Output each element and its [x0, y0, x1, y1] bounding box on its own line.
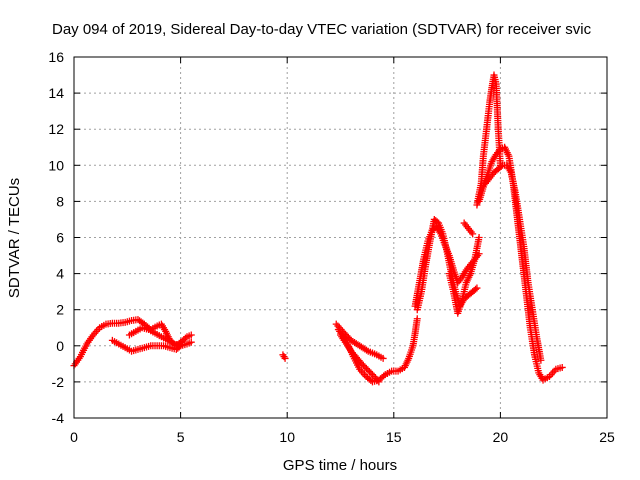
y-tick-label: 10 — [48, 157, 64, 173]
data-point-marker — [380, 372, 388, 380]
data-point-marker — [181, 334, 189, 342]
tick-labels: 0 5 10 15 20 25 -4 -2 0 2 4 6 8 10 12 14 16 — [48, 49, 615, 445]
data-point-marker — [362, 364, 370, 372]
y-tick-label: -4 — [52, 410, 65, 426]
data-point-marker — [281, 354, 289, 362]
data-point-marker — [359, 361, 367, 369]
data-point-marker — [375, 378, 383, 386]
y-axis-label: SDTVAR / TECUs — [6, 178, 23, 298]
data-point-marker — [469, 230, 477, 238]
x-tick-label: 5 — [177, 429, 185, 445]
x-tick-label: 15 — [386, 429, 402, 445]
data-point-marker — [379, 354, 387, 362]
y-tick-label: 0 — [56, 338, 64, 354]
x-tick-label: 0 — [70, 429, 78, 445]
data-point-marker — [367, 369, 375, 377]
y-tick-label: -2 — [52, 374, 65, 390]
x-axis-label: GPS time / hours — [283, 457, 397, 474]
y-tick-label: 14 — [48, 85, 64, 101]
data-point-marker — [177, 342, 185, 350]
data-point-marker — [361, 363, 369, 371]
y-tick-label: 6 — [56, 230, 64, 246]
data-point-marker — [537, 356, 545, 364]
data-point-marker — [364, 366, 372, 374]
y-tick-label: 8 — [56, 193, 64, 209]
data-point-marker — [472, 285, 480, 293]
data-point-marker — [497, 163, 505, 171]
y-tick-label: 2 — [56, 302, 64, 318]
y-tick-label: 4 — [56, 266, 64, 282]
x-tick-label: 25 — [599, 429, 615, 445]
y-tick-label: 12 — [48, 121, 64, 137]
data-point-marker — [413, 315, 421, 323]
x-tick-label: 10 — [279, 429, 295, 445]
chart-title: Day 094 of 2019, Sidereal Day-to-day VTE… — [52, 21, 592, 38]
data-point-marker — [187, 331, 195, 339]
y-tick-label: 16 — [48, 49, 64, 65]
plot-frame — [73, 56, 608, 419]
data-point-marker — [187, 338, 195, 346]
data-point-marker — [365, 368, 373, 376]
data-point-marker — [367, 377, 375, 385]
data-point-marker — [473, 284, 481, 292]
x-tick-label: 20 — [493, 429, 509, 445]
data-point-marker — [358, 360, 366, 368]
grid — [74, 57, 607, 418]
data-point-marker — [475, 234, 483, 241]
data-points — [70, 71, 566, 386]
data-point-marker — [558, 363, 566, 371]
